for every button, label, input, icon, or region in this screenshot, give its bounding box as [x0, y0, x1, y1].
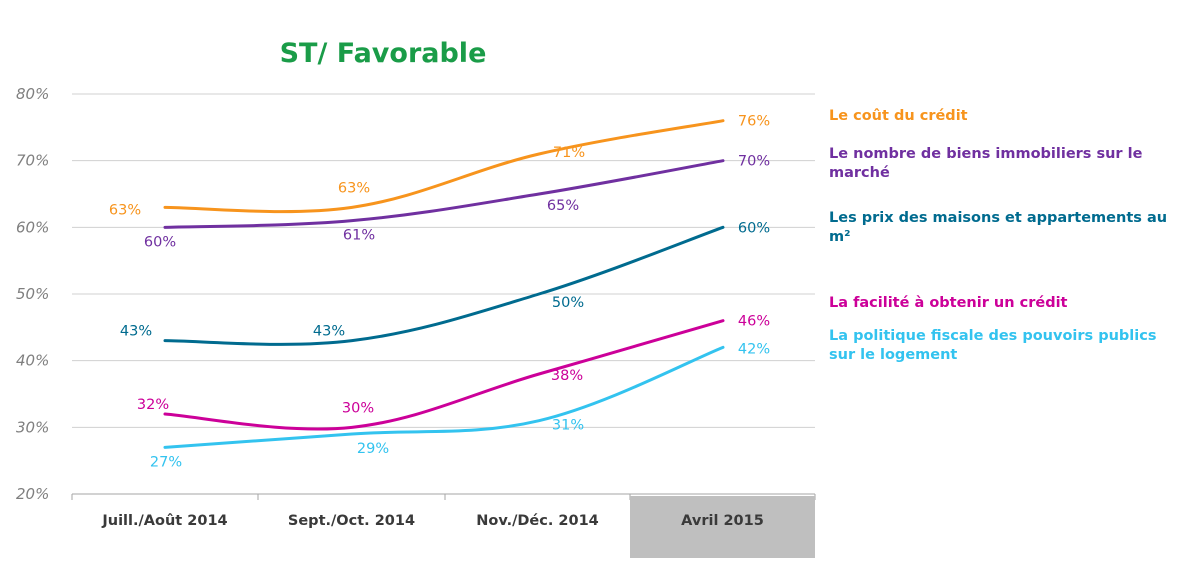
x-category-label: Juill./Août 2014	[101, 513, 227, 529]
legend-item-cout-credit: Le coût du crédit	[829, 108, 968, 124]
y-tick-label: 70%	[16, 152, 49, 170]
data-labels: 63% 63% 71% 76% 60% 61% 65% 70% 43% 43% 50% 60% 32% 3…	[109, 114, 770, 471]
series-line	[163, 345, 725, 449]
legend-item-nombre-biens: Le nombre de biens immobiliers sur le ma…	[829, 146, 1143, 181]
x-category-label: Nov./Déc. 2014	[476, 513, 599, 529]
data-label: 60%	[738, 220, 770, 236]
series-line	[163, 319, 725, 431]
series-lines	[163, 119, 725, 449]
series-line	[163, 225, 725, 346]
data-label: 31%	[552, 418, 584, 434]
x-category-label: Sept./Oct. 2014	[288, 513, 415, 529]
data-label: 60%	[144, 234, 176, 250]
y-tick-label: 40%	[16, 352, 49, 370]
data-label: 46%	[738, 314, 770, 330]
data-label: 63%	[338, 180, 370, 196]
legend-item-politique-fiscale: La politique fiscale des pouvoirs public…	[829, 328, 1157, 363]
data-label: 63%	[109, 202, 141, 218]
data-label: 43%	[313, 324, 345, 340]
data-label: 27%	[150, 454, 182, 470]
series-line	[163, 159, 725, 229]
data-label: 71%	[553, 145, 585, 161]
data-label: 32%	[137, 397, 169, 413]
y-tick-label: 80%	[16, 85, 49, 103]
x-axis-band: Juill./Août 2014 Sept./Oct. 2014 Nov./Déc.…	[101, 496, 815, 558]
y-tick-label: 30%	[16, 418, 49, 436]
data-label: 43%	[120, 324, 152, 340]
data-label: 38%	[551, 368, 583, 384]
data-label: 76%	[738, 114, 770, 130]
chart-title: ST/ Favorable	[280, 38, 487, 69]
data-label: 30%	[342, 400, 374, 416]
x-category-label: Avril 2015	[681, 513, 764, 529]
grid: 80% 70% 60% 50% 40% 30% 20%	[16, 85, 816, 503]
data-label: 50%	[552, 295, 584, 311]
data-label: 29%	[357, 441, 389, 457]
y-tick-label: 60%	[16, 218, 49, 236]
y-tick-label: 20%	[16, 485, 49, 503]
legend-item-facilite-credit: La facilité à obtenir un crédit	[829, 295, 1068, 311]
y-tick-label: 50%	[16, 285, 49, 303]
data-label: 61%	[343, 228, 375, 244]
series-line	[163, 119, 725, 214]
legend-item-prix-maisons: Les prix des maisons et appartements au …	[829, 210, 1168, 245]
highlight-band	[630, 496, 815, 558]
data-label: 65%	[547, 198, 579, 214]
data-label: 42%	[738, 341, 770, 357]
data-label: 70%	[738, 154, 770, 170]
